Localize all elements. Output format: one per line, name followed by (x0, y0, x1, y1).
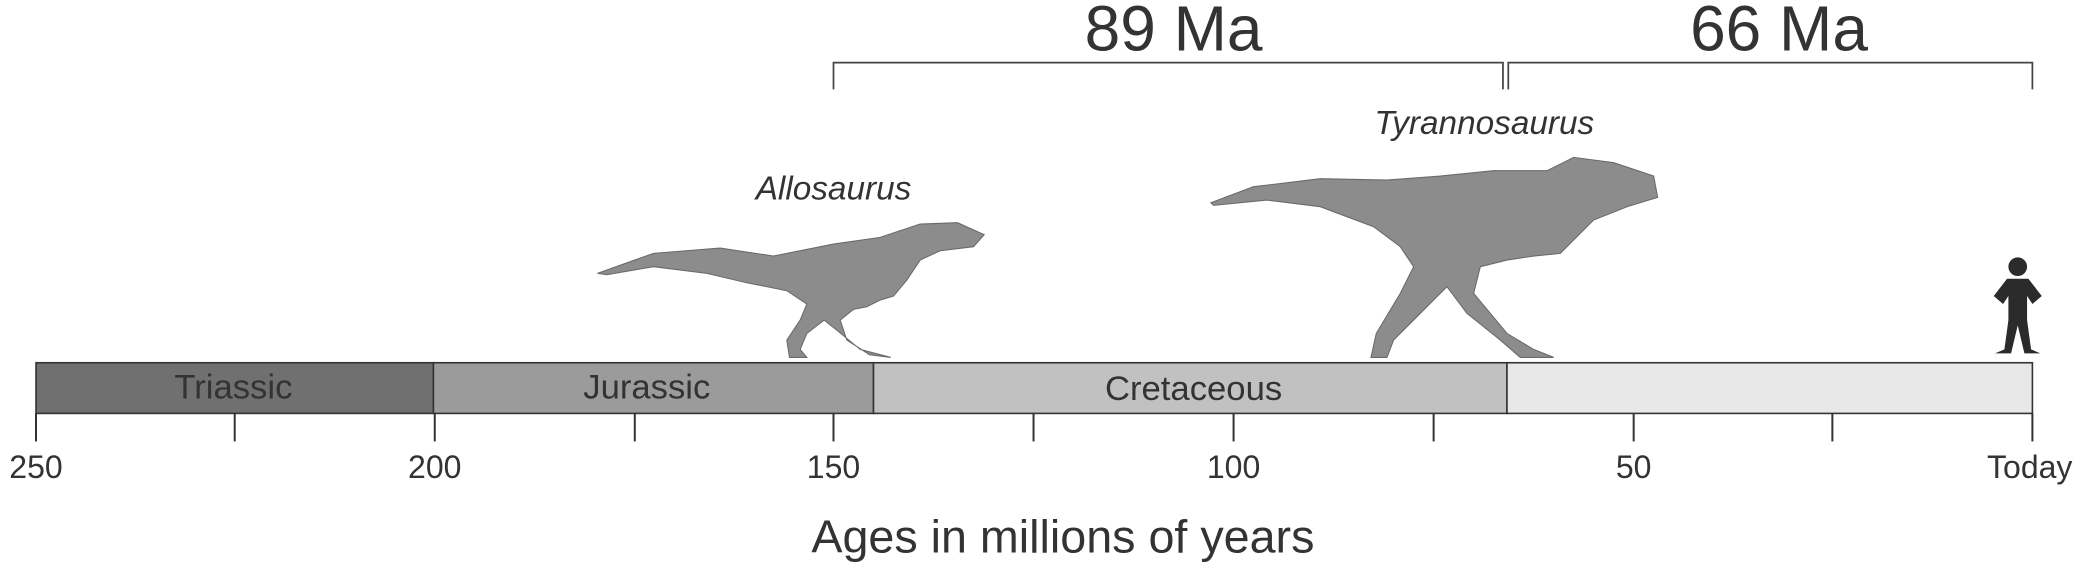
axis-ticks (35, 413, 2034, 442)
tyrannosaurus-silhouette (1209, 156, 1659, 358)
tick-label: 50 (1616, 449, 1652, 485)
period-bar (872, 361, 1508, 415)
bracket (1507, 61, 2034, 90)
tick-label: Today (1987, 449, 2072, 485)
tick-label: 250 (9, 449, 62, 485)
period-label: Jurassic (583, 369, 710, 407)
human-icon (1993, 257, 2042, 354)
tick-label: 150 (807, 449, 860, 485)
bracket (832, 61, 1504, 90)
span-label: 89 Ma (1085, 0, 1263, 64)
diagram-body: 89 Ma 66 Ma Allosaurus Tyrannosaurus Tri… (9, 0, 2072, 562)
dinosaur-label: Tyrannosaurus (1374, 105, 1594, 142)
period-label: Cretaceous (1105, 370, 1282, 408)
axis-title: Ages in millions of years (811, 510, 1314, 562)
period-label: Triassic (174, 369, 292, 407)
tick-label: 100 (1207, 449, 1260, 485)
dinosaur-label: Allosaurus (754, 171, 912, 208)
period-bar (35, 361, 435, 415)
span-label: 66 Ma (1690, 0, 1868, 64)
tick-label: 200 (408, 449, 461, 485)
allosaurus-silhouette (597, 222, 986, 358)
period-bar (432, 361, 875, 415)
period-bar (1506, 361, 2034, 415)
